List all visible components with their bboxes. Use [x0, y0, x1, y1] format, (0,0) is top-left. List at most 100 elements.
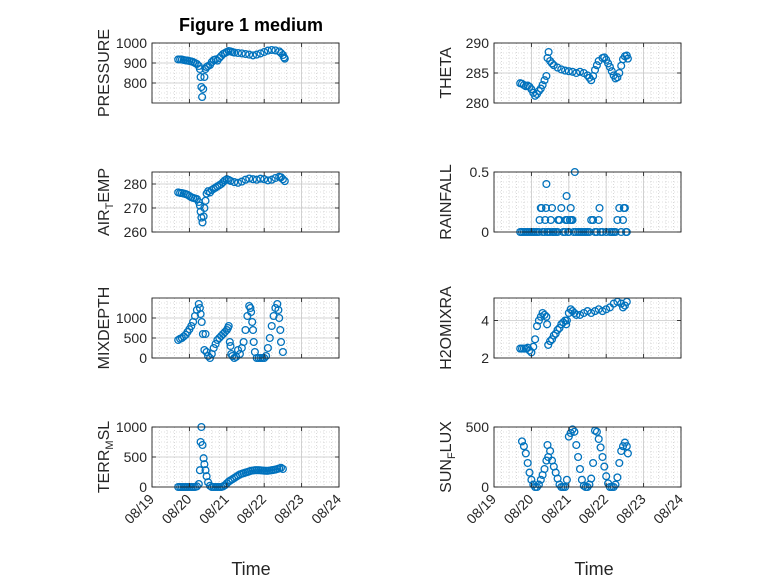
data-point	[587, 76, 596, 85]
data-point	[267, 175, 276, 184]
series-markers	[174, 172, 289, 227]
data-point	[519, 80, 528, 90]
data-point	[549, 331, 558, 340]
data-point	[276, 325, 285, 335]
data-point	[187, 321, 196, 331]
y-axis-label: H2OMIXRA	[438, 286, 455, 370]
data-point	[275, 313, 284, 323]
data-point	[532, 322, 542, 331]
data-point	[248, 325, 258, 335]
data-point	[540, 310, 549, 319]
data-point	[278, 347, 287, 357]
data-point	[531, 335, 540, 344]
data-point	[278, 464, 287, 474]
data-point	[280, 177, 289, 186]
data-point	[572, 310, 581, 319]
data-point	[592, 61, 601, 70]
data-point	[546, 337, 555, 346]
data-point	[544, 340, 553, 349]
data-point	[590, 65, 600, 75]
data-point	[589, 215, 598, 225]
data-point	[546, 215, 555, 225]
data-point	[561, 66, 570, 75]
data-point	[536, 475, 545, 484]
data-point	[575, 67, 585, 76]
data-point	[570, 427, 579, 436]
data-point	[544, 47, 553, 57]
data-point	[534, 480, 543, 489]
data-point	[280, 54, 289, 63]
data-point	[199, 84, 208, 94]
data-point	[224, 321, 233, 331]
y-tick-label: 500	[466, 419, 490, 435]
data-point	[241, 175, 250, 184]
data-point	[198, 218, 207, 227]
data-point	[245, 50, 254, 59]
data-point	[246, 303, 255, 313]
data-point	[540, 464, 549, 474]
data-point	[200, 460, 209, 469]
data-point	[570, 308, 579, 318]
data-point	[617, 446, 626, 456]
data-point	[241, 325, 250, 335]
data-point	[249, 337, 258, 347]
y-axis-label: RAINFALL	[438, 164, 455, 240]
data-point	[262, 351, 271, 361]
data-point	[538, 80, 547, 90]
y-tick-label: 280	[466, 95, 490, 111]
data-point	[537, 203, 546, 213]
data-point	[263, 176, 272, 185]
data-point	[615, 203, 624, 213]
y-tick-label: 1000	[116, 419, 147, 435]
data-point	[605, 62, 614, 72]
y-tick-label: 500	[124, 330, 148, 346]
data-point	[523, 458, 532, 468]
series-markers	[174, 45, 289, 102]
data-point	[562, 320, 571, 329]
axes-box	[493, 297, 682, 359]
data-point	[274, 305, 283, 315]
data-point	[276, 337, 286, 347]
data-point	[579, 481, 588, 490]
data-point	[256, 174, 265, 183]
data-point	[233, 178, 243, 187]
subplot-rainfall: 0 0.5 RAINFALL	[438, 164, 682, 240]
data-point	[615, 68, 624, 78]
data-point	[613, 215, 622, 225]
y-tick-label: 4	[481, 313, 489, 329]
data-point	[562, 475, 571, 484]
data-point	[535, 215, 544, 225]
data-point	[562, 191, 571, 201]
data-point	[211, 339, 220, 349]
data-point	[568, 215, 577, 225]
data-point	[228, 351, 237, 361]
data-point	[519, 442, 528, 451]
data-point	[574, 452, 583, 462]
data-point	[594, 434, 603, 444]
data-point	[592, 427, 601, 436]
y-tick-label: 1000	[116, 310, 147, 326]
data-point	[618, 215, 628, 225]
y-tick-label: 0	[481, 479, 489, 495]
y-tick-label: 0	[481, 224, 489, 240]
data-point	[248, 175, 258, 184]
data-point	[194, 299, 203, 309]
y-tick-label: 285	[466, 65, 490, 81]
subplot-h2omixra: 2 4 H2OMIXRA	[438, 286, 682, 370]
data-point	[263, 343, 272, 353]
y-tick-label: 0	[139, 350, 147, 366]
data-point	[575, 464, 585, 474]
data-point	[562, 316, 571, 325]
data-point	[542, 71, 551, 81]
data-point	[226, 341, 235, 351]
axes-box	[151, 171, 340, 233]
data-point	[248, 317, 257, 327]
y-tick-label: 900	[124, 55, 148, 71]
series-markers	[174, 299, 287, 363]
data-point	[595, 203, 604, 213]
data-point	[260, 47, 269, 57]
data-point	[618, 303, 628, 312]
data-point	[239, 337, 248, 347]
